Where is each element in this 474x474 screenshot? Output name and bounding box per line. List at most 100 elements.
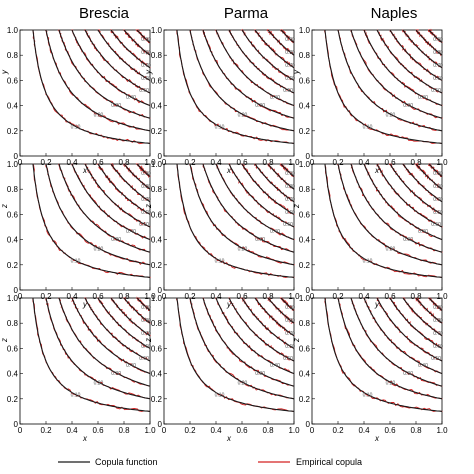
empirical-contour-0.50 bbox=[84, 28, 151, 94]
copula-contour-0.90 bbox=[428, 163, 443, 177]
copula-contour-0.10 bbox=[324, 29, 443, 144]
contour-label: 0.60 bbox=[285, 76, 295, 82]
empirical-contour-0.40 bbox=[71, 29, 151, 107]
empirical-contour-0.50 bbox=[228, 297, 294, 362]
contour-label: 0.80 bbox=[141, 50, 151, 56]
y-tick-label: 0.6 bbox=[299, 344, 311, 353]
contour-label: 0.40 bbox=[126, 363, 136, 369]
x-tick-label: 0.4 bbox=[210, 158, 222, 167]
copula-contour-0.70 bbox=[254, 297, 295, 337]
y-tick-label: 0 bbox=[14, 286, 19, 295]
contour-label: 0.70 bbox=[433, 197, 443, 203]
x-tick-label: 1.0 bbox=[288, 292, 300, 301]
x-tick-label: 1.0 bbox=[144, 292, 156, 301]
empirical-contour-0.40 bbox=[71, 297, 150, 374]
y-axis-label: z bbox=[0, 204, 9, 209]
copula-contour-0.20 bbox=[45, 297, 151, 400]
contour-label: 0.80 bbox=[141, 184, 151, 190]
contour-label: 0.70 bbox=[141, 197, 151, 203]
x-tick-label: 0.8 bbox=[118, 158, 130, 167]
x-axis-label: x bbox=[82, 434, 88, 443]
contour-label: 0.50 bbox=[283, 88, 293, 94]
y-tick-label: 0.6 bbox=[7, 76, 19, 85]
contour-label: 0.40 bbox=[418, 95, 428, 101]
copula-contour-0.40 bbox=[71, 163, 151, 241]
y-tick-label: 1.0 bbox=[151, 26, 163, 35]
empirical-contour-0.40 bbox=[71, 163, 151, 241]
x-axis-label: x bbox=[374, 434, 380, 443]
contour-label: 0.60 bbox=[141, 344, 151, 350]
empirical-contour-0.50 bbox=[84, 297, 150, 362]
x-tick-label: 1.0 bbox=[144, 158, 156, 167]
contour-label: 0.10 bbox=[71, 258, 81, 264]
copula-contour-0.90 bbox=[136, 163, 151, 177]
empirical-contour-0.40 bbox=[215, 163, 295, 241]
contour-label: 0.10 bbox=[215, 392, 225, 398]
copula-contour-0.20 bbox=[337, 163, 443, 266]
y-tick-label: 0.6 bbox=[151, 76, 163, 85]
copula-contour-0.40 bbox=[215, 29, 295, 107]
y-tick-label: 0.4 bbox=[7, 102, 19, 111]
x-tick-label: 0.6 bbox=[384, 158, 396, 167]
y-tick-label: 0.8 bbox=[7, 51, 19, 60]
contour-label: 0.70 bbox=[433, 331, 443, 337]
y-tick-label: 0.4 bbox=[299, 102, 311, 111]
contour-label: 0.60 bbox=[141, 210, 151, 216]
contour-label: 0.70 bbox=[141, 331, 151, 337]
x-axis-label: x bbox=[226, 166, 232, 175]
contour-label: 0.40 bbox=[126, 229, 136, 235]
panel-brescia-yz: 000.20.20.40.40.60.60.80.81.01.0yz0.100.… bbox=[0, 160, 156, 309]
x-tick-label: 0 bbox=[162, 292, 167, 301]
panel-naples-xy: 00 0.2 0.2 0.4 0.4 0.6 0.6 0.8 0.8 1.0 1.0 x y 0.10 0.… bbox=[292, 26, 448, 175]
copula-contour-0.30 bbox=[58, 29, 151, 119]
contour-label: 0.20 bbox=[94, 380, 104, 386]
empirical-contour-0.40 bbox=[363, 163, 442, 240]
y-axis-label: y bbox=[0, 69, 9, 75]
empirical-contour-0.80 bbox=[414, 162, 443, 190]
x-tick-label: 0 bbox=[162, 426, 167, 435]
contour-label: 0.90 bbox=[285, 37, 295, 43]
column-title-naples: Naples bbox=[371, 5, 418, 22]
contour-label: 0.70 bbox=[285, 331, 295, 337]
contour-label: 0.30 bbox=[255, 103, 265, 109]
y-tick-label: 0.8 bbox=[151, 185, 163, 194]
empirical-contour-0.40 bbox=[215, 297, 294, 375]
contour-label: 0.30 bbox=[111, 237, 121, 243]
contour-label: 0.70 bbox=[285, 197, 295, 203]
contour-label: 0.30 bbox=[403, 237, 413, 243]
copula-contour-0.20 bbox=[337, 297, 443, 400]
copula-contour-0.10 bbox=[176, 297, 295, 412]
y-tick-label: 0 bbox=[158, 152, 163, 161]
plot-frame bbox=[311, 163, 443, 291]
copula-contour-0.40 bbox=[363, 163, 443, 241]
copula-contour-0.50 bbox=[228, 163, 295, 228]
contour-label: 0.80 bbox=[285, 318, 295, 324]
copula-contour-0.90 bbox=[136, 29, 151, 43]
plot-frame bbox=[163, 297, 295, 425]
plot-frame bbox=[163, 29, 295, 157]
copula-contour-0.30 bbox=[58, 297, 151, 387]
panel-brescia-xy: 00 0.2 0.2 0.4 0.4 0.6 0.6 0.8 0.8 1.0 1.0 x y 0.10 0.… bbox=[0, 26, 156, 175]
contour-label: 0.30 bbox=[255, 371, 265, 377]
copula-contour-0.50 bbox=[228, 297, 295, 362]
contour-label: 0.90 bbox=[141, 37, 151, 43]
y-tick-label: 0 bbox=[14, 152, 19, 161]
legend-copula-label: Copula function bbox=[95, 457, 158, 467]
copula-contour-0.90 bbox=[428, 29, 443, 43]
column-title-brescia: Brescia bbox=[79, 5, 130, 22]
x-tick-label: 0.8 bbox=[118, 426, 130, 435]
y-axis-label: y bbox=[144, 69, 153, 75]
copula-contour-0.70 bbox=[254, 163, 295, 203]
x-tick-label: 0 bbox=[310, 158, 315, 167]
copula-contour-0.90 bbox=[136, 297, 151, 311]
contour-label: 0.50 bbox=[283, 356, 293, 362]
plot-frame bbox=[311, 29, 443, 157]
copula-contour-0.70 bbox=[110, 29, 151, 69]
x-axis-label: x bbox=[82, 166, 88, 175]
x-tick-label: 0.8 bbox=[118, 292, 130, 301]
column-title-parma: Parma bbox=[224, 5, 269, 22]
copula-contour-0.80 bbox=[123, 29, 151, 56]
copula-contour-0.10 bbox=[324, 163, 443, 278]
x-tick-label: 0.2 bbox=[40, 292, 52, 301]
x-tick-label: 0 bbox=[18, 158, 23, 167]
